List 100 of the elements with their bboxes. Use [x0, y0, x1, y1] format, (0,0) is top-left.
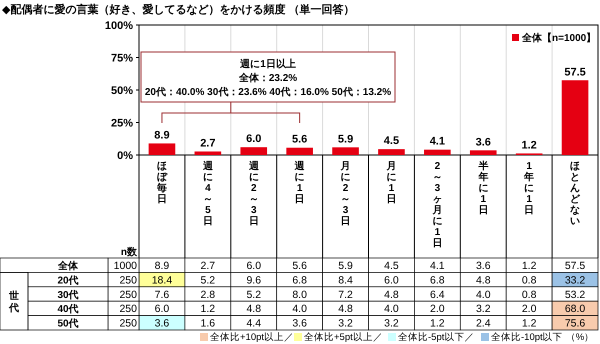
x-tick-label: 月に1日	[385, 161, 396, 205]
bar	[332, 147, 359, 155]
data-label: 1.2	[522, 318, 537, 330]
data-label: 1.2	[200, 303, 216, 316]
text: 全体比+10pt以上／	[210, 331, 294, 343]
x-tick-label: 1年に1日	[523, 161, 534, 216]
data-label: 57.5	[564, 260, 586, 272]
data-label: 75.6	[564, 318, 586, 330]
x-tick-label: ほとんどない	[570, 161, 582, 227]
text: 1000	[114, 260, 138, 272]
data-label: 6.0	[384, 274, 399, 286]
y-tick-label: 25%	[110, 118, 134, 130]
data-label: 0.8	[522, 288, 537, 301]
data-label: 4.8	[476, 274, 491, 286]
data-label: 1.6	[200, 318, 216, 330]
y-tick-label: 30代	[57, 288, 79, 301]
data-label: 6.0	[246, 133, 262, 146]
text: 全体比-5pt以下／	[398, 331, 474, 343]
data-label: 3.2	[384, 318, 399, 330]
data-label: 5.9	[338, 260, 353, 272]
data-label: 4.1	[430, 260, 445, 272]
data-label: 8.9	[154, 260, 170, 272]
text: 世代	[8, 290, 19, 314]
data-label: 2.7	[200, 137, 216, 150]
data-label: 6.0	[246, 260, 262, 272]
data-label: 4.5	[384, 260, 399, 272]
data-label: 1.2	[430, 318, 445, 330]
bar	[194, 151, 222, 155]
data-label: 5.2	[246, 288, 262, 301]
data-label: 4.8	[246, 303, 262, 316]
data-label: 4.0	[476, 288, 491, 301]
text: （%）	[566, 332, 594, 343]
data-label: 53.2	[564, 288, 586, 301]
data-label: 4.4	[246, 318, 262, 330]
data-label: 3.6	[476, 136, 491, 148]
data-label: 4.5	[384, 135, 400, 148]
x-tick-label: 週に2～3日	[248, 160, 260, 227]
bar	[378, 149, 405, 155]
data-label: 4.1	[430, 136, 445, 148]
text: 250	[119, 274, 138, 286]
data-label: 8.4	[338, 274, 353, 286]
y-tick-label: 50%	[110, 85, 134, 97]
x-tick-label: ほぼ毎日	[156, 161, 168, 205]
text: 250	[119, 318, 138, 330]
bar	[470, 150, 497, 155]
data-label: 68.0	[564, 303, 586, 316]
bar	[240, 147, 268, 155]
y-tick-label: 50代	[57, 318, 79, 330]
data-label: 4.8	[384, 288, 399, 301]
data-label: 4.0	[384, 303, 399, 316]
chart-title: ◆配偶者に愛の言葉（好き、愛してるなど）をかける頻度 （単一回答）	[2, 3, 355, 16]
data-label: 1.2	[522, 139, 537, 152]
data-label: 4.8	[338, 303, 353, 316]
x-tick-label: 週に1日	[294, 160, 306, 205]
annotation: 全体：23.2%	[238, 72, 298, 84]
data-label: 18.4	[152, 274, 172, 286]
data-label: 9.6	[246, 274, 262, 286]
data-label: 3.2	[476, 303, 491, 316]
data-label: 2.0	[522, 303, 537, 316]
text: 250	[119, 288, 138, 301]
legend-label: 全体【n=1000】	[521, 32, 596, 44]
data-label: 5.9	[338, 133, 354, 146]
data-label: 3.6	[292, 318, 308, 330]
data-label: 6.0	[154, 303, 170, 316]
data-label: 5.2	[200, 274, 216, 286]
y-tick-label: 全体	[57, 260, 79, 272]
x-tick-label: 月に2～3日	[340, 161, 351, 227]
text: 全体比+5pt以上／	[304, 331, 383, 343]
data-label: 6.8	[430, 274, 445, 286]
data-label: 5.6	[292, 260, 308, 272]
data-label: 3.6	[154, 318, 170, 330]
data-label: 0.8	[522, 274, 537, 286]
bar	[148, 143, 176, 155]
x-tick-label: 2～3ヶ月に1日	[431, 161, 442, 249]
data-label: 2.4	[476, 318, 491, 330]
y-tick-label: 20代	[57, 274, 79, 286]
y-tick-label: 40代	[57, 303, 79, 316]
data-label: 3.2	[338, 318, 353, 330]
data-label: 2.8	[200, 288, 216, 301]
data-label: 3.6	[476, 260, 491, 272]
y-tick-label: 75%	[110, 52, 134, 64]
text: 全体比-10pt以下	[491, 331, 563, 343]
data-label: 8.0	[292, 288, 308, 301]
data-label: 7.2	[338, 288, 353, 301]
data-label: 57.5	[564, 66, 586, 78]
data-label: 2.0	[430, 303, 445, 316]
data-label: 6.8	[292, 274, 308, 286]
annotation: 20代：40.0% 30代：23.6% 40代：16.0% 50代：13.2%	[144, 86, 392, 98]
y-tick-label: 100%	[104, 20, 134, 32]
bar	[286, 148, 313, 155]
annotation: 週に1日以上	[239, 58, 296, 70]
y-tick-label: 0%	[117, 150, 134, 162]
data-label: 2.7	[200, 260, 216, 272]
text: 250	[119, 303, 138, 316]
data-label: 1.2	[522, 260, 537, 272]
x-tick-label: 半年に1日	[477, 160, 488, 216]
data-label: 4.0	[292, 303, 308, 316]
data-label: 5.6	[292, 134, 308, 146]
text: n数	[120, 246, 138, 258]
x-tick-label: 週に4～5日	[202, 160, 214, 227]
